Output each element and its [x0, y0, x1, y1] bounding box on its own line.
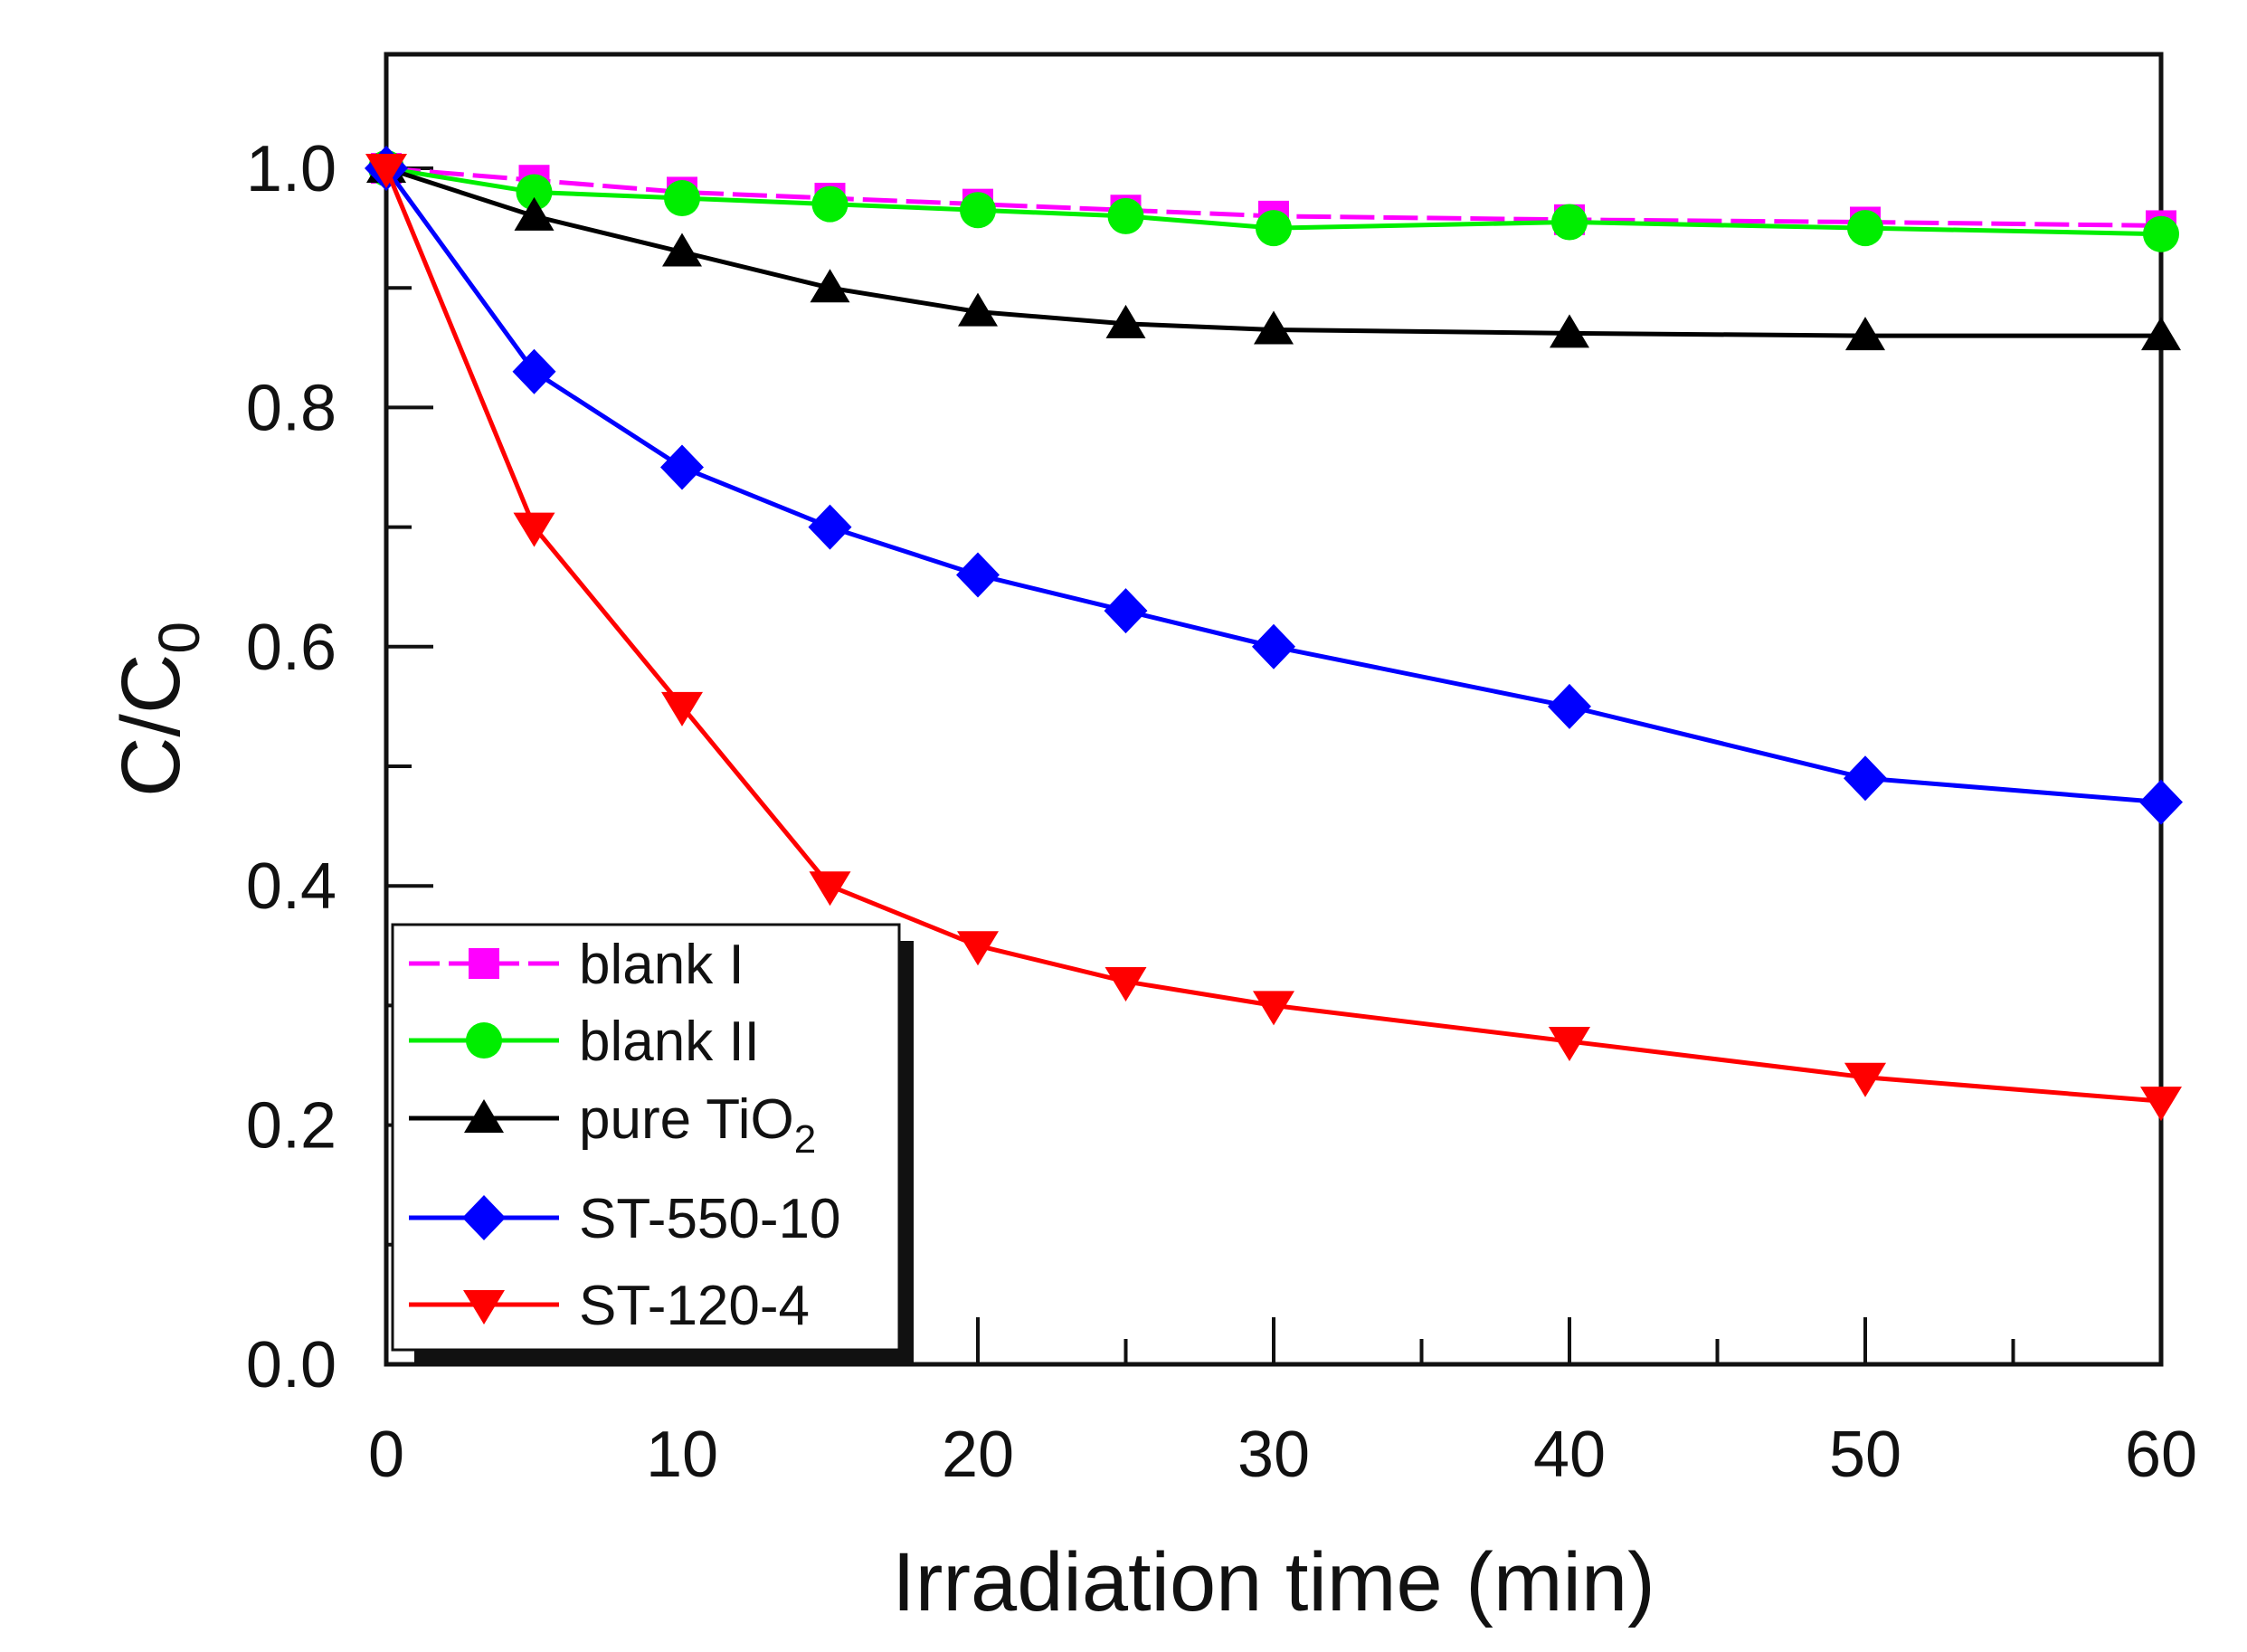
data-point	[1104, 588, 1148, 634]
data-point	[661, 691, 703, 726]
series-pure-tio2	[366, 149, 2181, 351]
x-tick-label: 0	[368, 1419, 404, 1491]
data-point	[2139, 779, 2183, 825]
data-point	[1844, 1062, 1886, 1097]
data-point	[1254, 310, 1294, 345]
x-tick-labels: 0 10 20 30 40 50 60	[368, 1419, 2197, 1491]
data-point	[811, 185, 849, 223]
data-point	[513, 512, 555, 547]
legend-label-sub: 2	[794, 1117, 816, 1162]
legend-label: blank II	[579, 1011, 760, 1073]
legend-label: ST-550-10	[579, 1188, 841, 1250]
x-tick-label: 20	[942, 1419, 1014, 1491]
data-point	[512, 348, 556, 394]
y-axis-title-sub: 0	[147, 622, 212, 654]
legend-label-main: blank II	[579, 1011, 760, 1073]
data-point	[957, 931, 999, 966]
series-line	[384, 166, 2162, 805]
legend-marker	[466, 1022, 502, 1059]
series-st-550-10	[365, 146, 2183, 825]
data-point	[810, 269, 850, 303]
x-axis-title: Irradiation time (min)	[892, 1536, 1655, 1628]
x-tick-label: 40	[1533, 1419, 1606, 1491]
series-line	[385, 166, 2162, 228]
legend-item: pure TiO2	[409, 1088, 816, 1162]
data-point	[808, 504, 852, 550]
legend-marker	[469, 948, 499, 979]
series-st-120-4	[365, 154, 2182, 1122]
series-layer	[365, 146, 2183, 1122]
legend-items: blank I blank II pure TiO2 ST-550-10 ST-120-…	[409, 934, 841, 1337]
data-point	[1252, 623, 1295, 669]
data-point	[2140, 1087, 2182, 1122]
y-tick-label: 0.0	[246, 1329, 337, 1401]
legend-label-main: ST-550-10	[579, 1188, 841, 1250]
legend-item: ST-120-4	[409, 1275, 810, 1337]
legend-label-main: blank I	[579, 934, 744, 996]
data-point	[514, 196, 555, 231]
data-point	[1548, 683, 1591, 729]
legend-label: ST-120-4	[579, 1275, 810, 1337]
series-line	[385, 166, 2161, 338]
y-tick-label: 0.6	[246, 612, 337, 684]
legend-item: blank I	[409, 934, 744, 996]
data-point	[2141, 317, 2181, 351]
data-point	[660, 444, 704, 490]
data-point	[2143, 215, 2179, 252]
data-point	[1107, 197, 1144, 234]
legend: blank I blank II pure TiO2 ST-550-10 ST-120-…	[391, 923, 914, 1366]
data-point	[1253, 991, 1294, 1026]
series-blank-ii	[368, 150, 2179, 252]
data-point	[960, 192, 996, 229]
legend-marker	[462, 1195, 506, 1240]
y-tick-label: 0.2	[246, 1090, 337, 1163]
y-axis-title: C/C0	[105, 622, 212, 797]
data-point	[1549, 1027, 1590, 1062]
x-tick-label: 10	[646, 1419, 718, 1491]
data-point	[365, 154, 407, 188]
data-point	[1105, 304, 1146, 338]
series-line	[384, 167, 2162, 1104]
data-point	[1844, 755, 1887, 802]
y-axis-title-main: C/C	[105, 654, 197, 797]
data-point	[1550, 314, 1589, 348]
legend-item: ST-550-10	[409, 1188, 841, 1250]
legend-item: blank II	[409, 1011, 760, 1073]
x-tick-label: 30	[1237, 1419, 1310, 1491]
y-tick-label: 1.0	[246, 133, 337, 205]
data-point	[662, 233, 702, 267]
data-point	[809, 871, 851, 907]
data-point	[1551, 204, 1588, 241]
data-point	[1845, 317, 1885, 351]
y-tick-label: 0.4	[246, 850, 337, 923]
data-point	[516, 174, 553, 211]
x-tick-label: 60	[2125, 1419, 2197, 1491]
x-tick-label: 50	[1829, 1419, 1901, 1491]
data-point	[1105, 966, 1147, 1002]
data-point	[1256, 210, 1292, 247]
legend-marker	[464, 1099, 504, 1133]
data-point	[958, 292, 998, 327]
legend-box	[391, 923, 901, 1352]
data-point	[956, 552, 1000, 598]
series-line	[385, 166, 2162, 237]
y-tick-label: 0.8	[246, 372, 337, 444]
data-point	[664, 180, 700, 217]
y-tick-labels: 0.0 0.2 0.4 0.6 0.8 1.0	[246, 133, 337, 1401]
legend-label: pure TiO2	[579, 1088, 816, 1162]
legend-marker	[463, 1290, 505, 1324]
legend-label: blank I	[579, 934, 744, 996]
legend-label-main: ST-120-4	[579, 1275, 810, 1337]
data-point	[1847, 210, 1883, 247]
legend-label-main: pure TiO	[579, 1088, 794, 1151]
